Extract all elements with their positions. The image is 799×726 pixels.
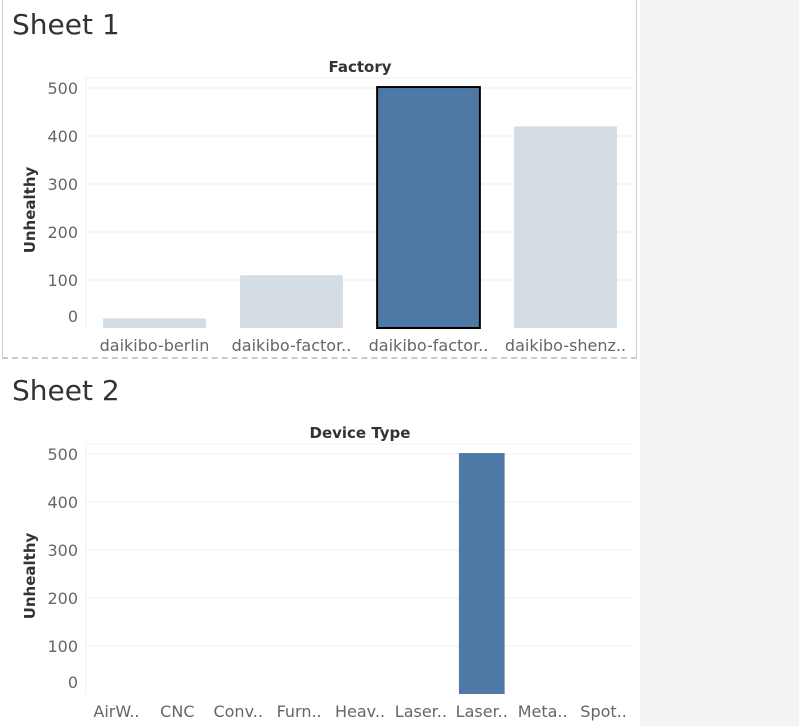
- chart0-bar[interactable]: [103, 318, 206, 328]
- chart0-y-tick-label: 500: [47, 79, 78, 98]
- chart0-x-tick-label: daikibo-berlin: [100, 336, 210, 355]
- chart0-x-tick-label: daikibo-factor..: [232, 336, 352, 355]
- chart0-bar[interactable]: [240, 275, 343, 328]
- chart1-y-axis-label: Unhealthy: [21, 532, 39, 619]
- chart0-title: Factory: [328, 58, 391, 76]
- sheet2-title: Sheet 2: [12, 374, 120, 407]
- chart1-y-tick-label: 300: [47, 541, 78, 560]
- chart0-y-tick-label: 0: [68, 307, 78, 326]
- chart0-y-tick-label: 300: [47, 175, 78, 194]
- chart0-x-tick-label: daikibo-factor..: [369, 336, 489, 355]
- chart1-x-tick-label: Meta..: [518, 702, 568, 721]
- chart0-x-tick-label: daikibo-shenz..: [505, 336, 626, 355]
- chart0-y-axis-label: Unhealthy: [21, 166, 39, 253]
- factory-bar-chart: Factory Unhealthy 0 100 200 300 400 500 daikibo-…: [21, 58, 634, 355]
- chart1-y-tick-label: 100: [47, 637, 78, 656]
- chart1-y-tick-label: 400: [47, 493, 78, 512]
- chart1-x-tick-label: Heav..: [335, 702, 385, 721]
- chart1-y-tick-label: 0: [68, 673, 78, 692]
- chart1-x-tick-label: Laser..: [456, 702, 508, 721]
- device-type-bar-chart: Device Type Unhealthy 0 100 200 300 400 500 AirW…: [21, 424, 634, 721]
- chart1-x-tick-label: Conv..: [213, 702, 263, 721]
- chart1-x-tick-label: Spot..: [580, 702, 627, 721]
- chart1-bar[interactable]: [458, 453, 505, 694]
- sheet1-container: [2, 0, 637, 359]
- chart1-y-tick-label: 500: [47, 445, 78, 464]
- chart1-x-tick-label: Furn..: [277, 702, 322, 721]
- chart0-bar[interactable]: [514, 126, 617, 329]
- sheet1-title: Sheet 1: [12, 8, 120, 41]
- chart0-y-tick-label: 200: [47, 223, 78, 242]
- right-gutter: [640, 0, 799, 726]
- chart1-y-tick-label: 200: [47, 589, 78, 608]
- chart1-x-tick-label: Laser..: [395, 702, 447, 721]
- chart1-title: Device Type: [310, 424, 411, 442]
- chart1-x-tick-label: CNC: [160, 702, 194, 721]
- chart1-x-tick-label: AirW..: [93, 702, 139, 721]
- chart0-y-tick-label: 100: [47, 271, 78, 290]
- chart0-bar[interactable]: [376, 86, 481, 330]
- chart0-y-tick-label: 400: [47, 127, 78, 146]
